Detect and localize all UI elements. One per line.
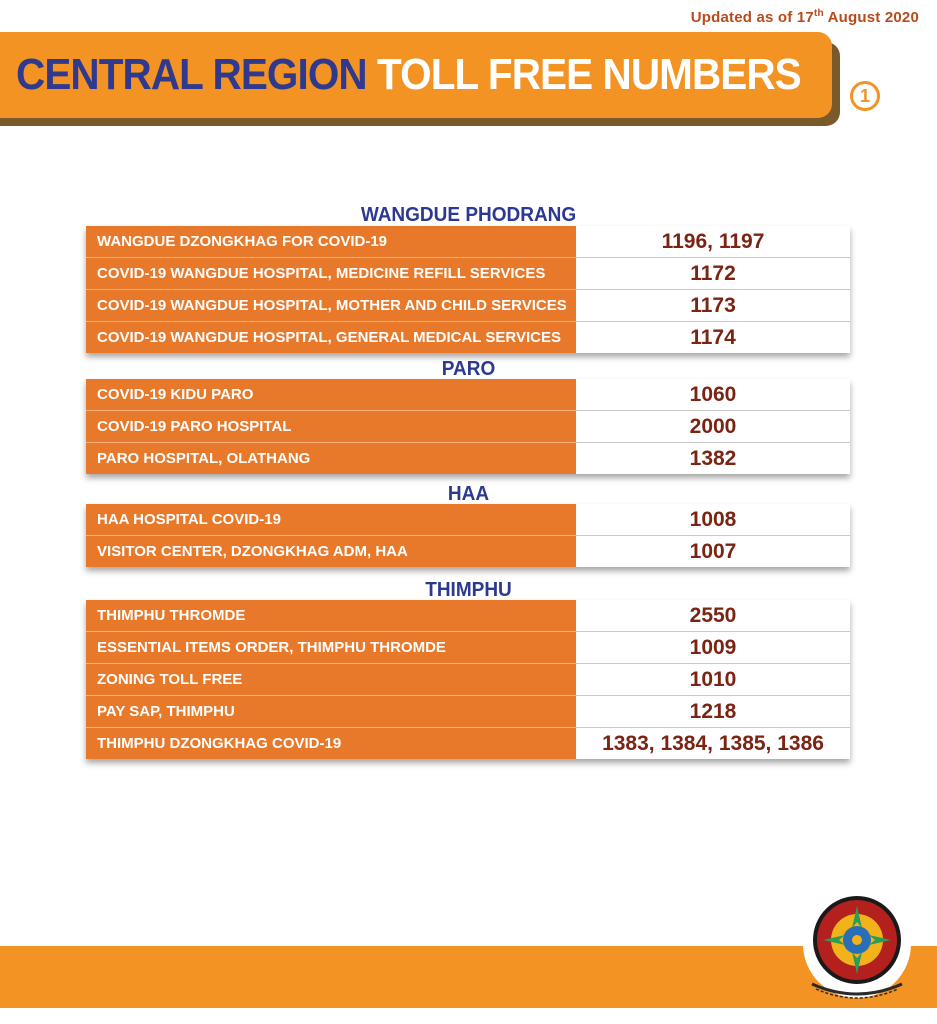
page-number-badge: 1: [850, 81, 880, 111]
footer-bar: [0, 946, 937, 1008]
row-label: VISITOR CENTER, DZONGKHAG ADM, HAA: [86, 535, 576, 567]
table-row: ESSENTIAL ITEMS ORDER, THIMPHU THROMDE 10…: [86, 631, 850, 663]
toll-free-number: 1218: [576, 696, 850, 727]
row-label: ESSENTIAL ITEMS ORDER, THIMPHU THROMDE: [86, 631, 576, 663]
table-row: COVID-19 WANGDUE HOSPITAL, MEDICINE REFI…: [86, 257, 850, 289]
table-row: VISITOR CENTER, DZONGKHAG ADM, HAA 1007: [86, 535, 850, 567]
toll-free-number: 1060: [576, 379, 850, 410]
toll-free-number: 1383, 1384, 1385, 1386: [576, 728, 850, 759]
table-thimphu: THIMPHU THROMDE 2550 ESSENTIAL ITEMS ORDE…: [86, 600, 850, 759]
table-row: COVID-19 PARO HOSPITAL 2000: [86, 410, 850, 442]
toll-free-number: 1010: [576, 664, 850, 695]
row-label: PAY SAP, THIMPHU: [86, 695, 576, 727]
toll-free-number: 1173: [576, 290, 850, 321]
royal-emblem-icon: [803, 890, 911, 999]
row-label: COVID-19 KIDU PARO: [86, 379, 576, 410]
table-row: PAY SAP, THIMPHU 1218: [86, 695, 850, 727]
toll-free-number: 1007: [576, 536, 850, 567]
row-label: THIMPHU THROMDE: [86, 600, 576, 631]
row-label: WANGDUE DZONGKHAG FOR COVID-19: [86, 226, 576, 257]
row-label: COVID-19 WANGDUE HOSPITAL, MEDICINE REFI…: [86, 257, 576, 289]
title-region: CENTRAL REGION: [16, 50, 368, 99]
table-wangdue: WANGDUE DZONGKHAG FOR COVID-19 1196, 1197…: [86, 226, 850, 353]
section-title-haa: HAA: [447, 483, 490, 505]
updated-date: Updated as of 17th August 2020: [690, 8, 919, 26]
toll-free-number: 1172: [576, 258, 850, 289]
table-row: PARO HOSPITAL, OLATHANG 1382: [86, 442, 850, 474]
table-row: HAA HOSPITAL COVID-19 1008: [86, 504, 850, 535]
toll-free-number: 2000: [576, 411, 850, 442]
toll-free-number: 2550: [576, 600, 850, 631]
row-label: ZONING TOLL FREE: [86, 663, 576, 695]
table-paro: COVID-19 KIDU PARO 1060 COVID-19 PARO HOS…: [86, 379, 850, 474]
row-label: THIMPHU DZONGKHAG COVID-19: [86, 727, 576, 759]
toll-free-number: 1009: [576, 632, 850, 663]
table-row: WANGDUE DZONGKHAG FOR COVID-19 1196, 1197: [86, 226, 850, 257]
row-label: COVID-19 PARO HOSPITAL: [86, 410, 576, 442]
table-row: THIMPHU DZONGKHAG COVID-19 1383, 1384, 13…: [86, 727, 850, 759]
table-row: ZONING TOLL FREE 1010: [86, 663, 850, 695]
table-row: COVID-19 KIDU PARO 1060: [86, 379, 850, 410]
table-row: THIMPHU THROMDE 2550: [86, 600, 850, 631]
table-row: COVID-19 WANGDUE HOSPITAL, GENERAL MEDIC…: [86, 321, 850, 353]
table-row: COVID-19 WANGDUE HOSPITAL, MOTHER AND CH…: [86, 289, 850, 321]
toll-free-number: 1008: [576, 504, 850, 535]
page-title: CENTRAL REGION TOLL FREE NUMBERS: [16, 50, 802, 100]
title-toll-free: TOLL FREE NUMBERS: [377, 50, 802, 99]
toll-free-number: 1196, 1197: [576, 226, 850, 257]
table-haa: HAA HOSPITAL COVID-19 1008 VISITOR CENTER…: [86, 504, 850, 567]
section-title-wangdue: WANGDUE PHODRANG: [360, 204, 577, 226]
section-title-thimphu: THIMPHU: [425, 579, 512, 601]
row-label: COVID-19 WANGDUE HOSPITAL, GENERAL MEDIC…: [86, 321, 576, 353]
section-title-paro: PARO: [441, 358, 496, 380]
title-banner: [0, 32, 832, 118]
toll-free-number: 1174: [576, 322, 850, 353]
row-label: PARO HOSPITAL, OLATHANG: [86, 442, 576, 474]
row-label: COVID-19 WANGDUE HOSPITAL, MOTHER AND CH…: [86, 289, 576, 321]
row-label: HAA HOSPITAL COVID-19: [86, 504, 576, 535]
toll-free-number: 1382: [576, 443, 850, 474]
